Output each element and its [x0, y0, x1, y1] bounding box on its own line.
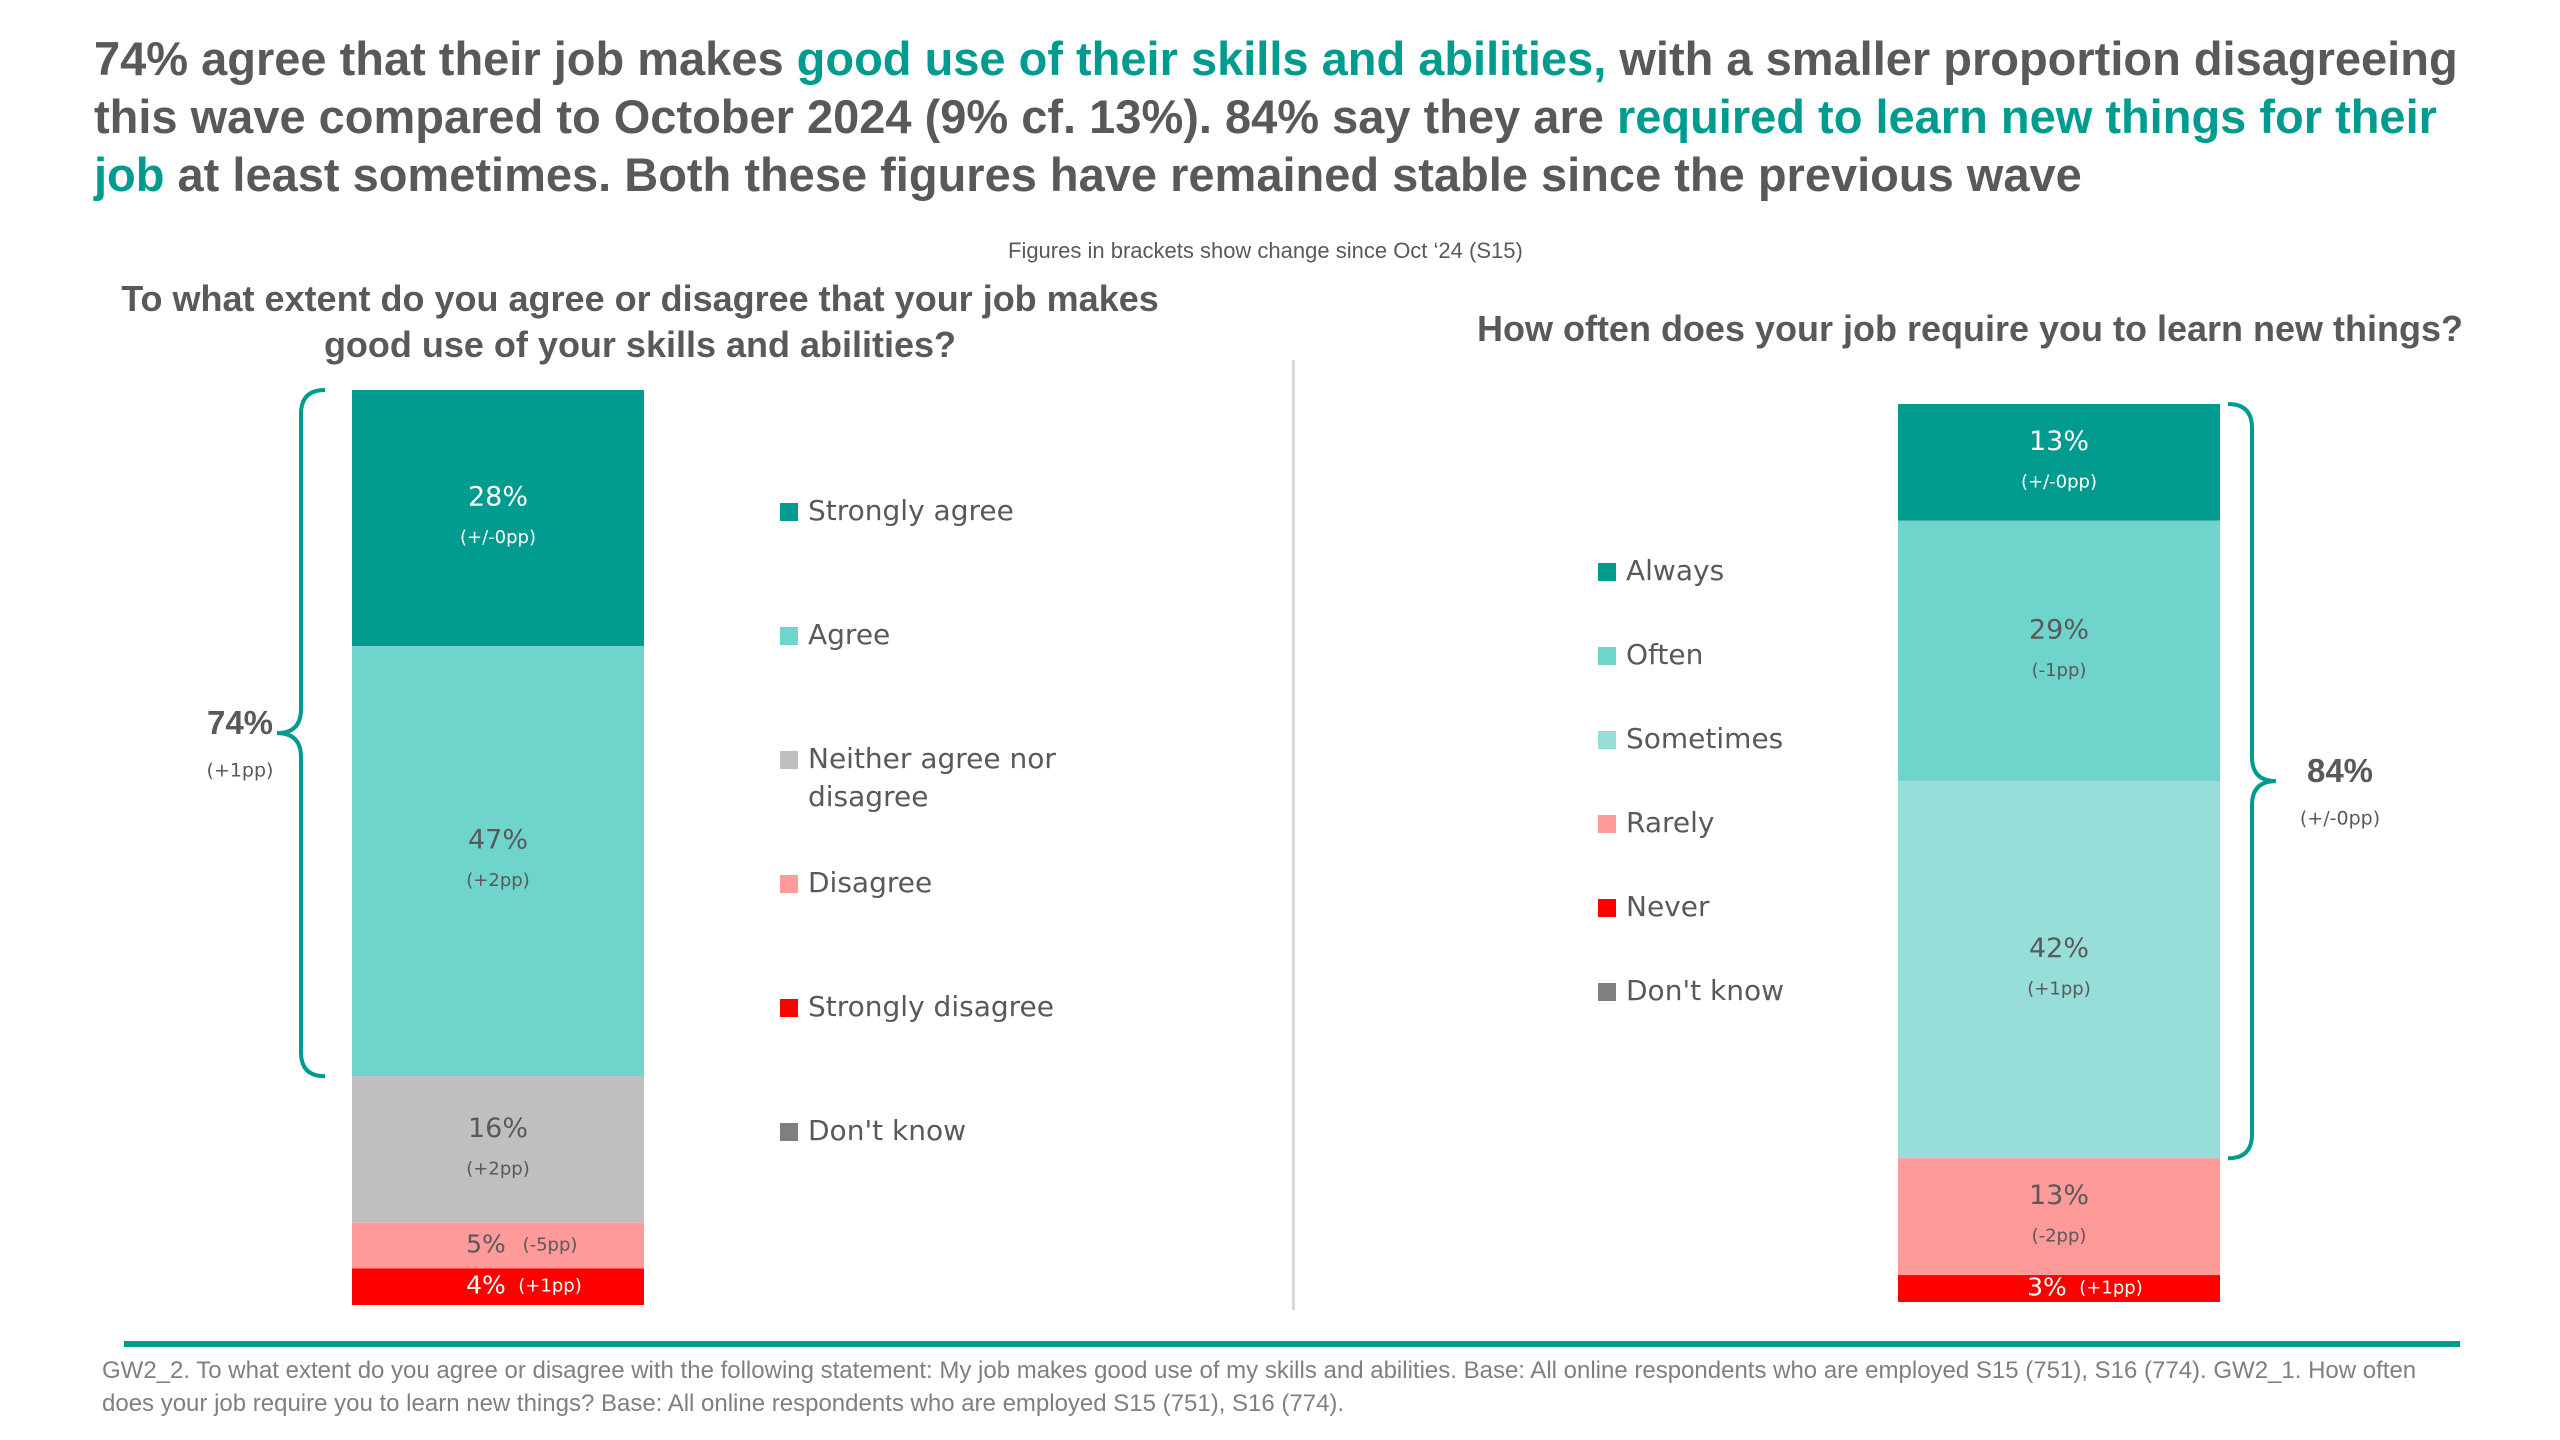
legend-label: Often	[1626, 638, 1703, 671]
legend-swatch	[1598, 563, 1616, 581]
legend-swatch	[780, 503, 798, 521]
right-chart-title: How often does your job require you to l…	[1476, 308, 2464, 349]
segment-change-label: (+1pp)	[518, 1276, 581, 1297]
legend-swatch	[780, 1123, 798, 1141]
legend-label: Neither agree nor	[808, 742, 1056, 775]
footnote: GW2_2. To what extent do you agree or di…	[102, 1357, 2417, 1417]
bar-segment-never	[1898, 1275, 2220, 1302]
bar-segment-strongly-agree	[352, 390, 644, 647]
legend-swatch	[1598, 815, 1616, 833]
bar-segment-always	[1898, 404, 2220, 521]
legend-swatch	[1598, 647, 1616, 665]
bracket-total-label: 74%	[207, 704, 273, 741]
segment-value-label: 29%	[2029, 614, 2089, 645]
segment-change-label: (+/-0pp)	[460, 527, 536, 548]
headline-text: with a smaller proportion disagreeing th…	[94, 32, 2458, 143]
bar-segment-agree	[352, 646, 644, 1077]
legend-label: Rarely	[1626, 806, 1714, 839]
bracket-change-label: (+1pp)	[207, 760, 274, 782]
legend-label: Always	[1626, 554, 1724, 587]
total-bracket	[276, 388, 326, 1079]
legend-label: disagree	[808, 780, 928, 813]
stacked-bar-charts: 28% (+/-0pp) 47% (+2pp) 16% (+2pp) 5% (-5pp) 4% (…	[207, 388, 2380, 1305]
bar-segment-often	[1898, 520, 2220, 782]
segment-change-label: (+2pp)	[466, 1158, 529, 1179]
legend-label: Never	[1626, 890, 1710, 923]
segment-value-label: 28%	[468, 482, 528, 513]
left-chart-title: To what extent do you agree or disagree …	[121, 278, 1159, 365]
legend-label: Disagree	[808, 866, 932, 899]
legend-swatch	[780, 751, 798, 769]
legend-label: Agree	[808, 618, 890, 651]
headline: 74% agree that their job makes good use …	[94, 30, 2494, 204]
legend-swatch	[1598, 899, 1616, 917]
segment-value-label: 16%	[468, 1113, 528, 1144]
legend-label: Sometimes	[1626, 722, 1783, 755]
legend-swatch	[780, 627, 798, 645]
bar-segment-strongly-disagree	[352, 1268, 644, 1305]
bracket-note: Figures in brackets show change since Oc…	[1008, 238, 1523, 263]
headline-text: 74% agree that their job makes	[94, 32, 797, 85]
headline-text: at least sometimes. Both these figures h…	[164, 148, 2082, 201]
segment-change-label: (-2pp)	[2032, 1226, 2087, 1247]
legend-swatch	[780, 875, 798, 893]
bar-segment-rarely	[1898, 1158, 2220, 1276]
bar-segment-sometimes	[1898, 781, 2220, 1159]
segment-change-label: (+1pp)	[2027, 979, 2090, 1000]
segment-value-label: 47%	[468, 825, 528, 856]
segment-value-label: 4%	[466, 1271, 506, 1300]
bar-segment-disagree	[352, 1222, 644, 1269]
segment-value-label: 42%	[2029, 933, 2089, 964]
segment-change-label: (+/-0pp)	[2021, 471, 2097, 492]
segment-change-label: (-1pp)	[2032, 660, 2087, 681]
legend-swatch	[780, 999, 798, 1017]
segment-value-label: 3%	[2027, 1273, 2067, 1302]
legend-label: Strongly agree	[808, 494, 1014, 527]
legend-label: Don't know	[1626, 974, 1784, 1007]
legend-label: Don't know	[808, 1114, 966, 1147]
bracket-change-label: (+/-0pp)	[2300, 808, 2380, 830]
segment-change-label: (+2pp)	[466, 870, 529, 891]
segment-change-label: (+1pp)	[2079, 1278, 2142, 1299]
legend-label: Strongly disagree	[808, 990, 1054, 1023]
legend-swatch	[1598, 983, 1616, 1001]
segment-value-label: 5%	[466, 1230, 506, 1259]
bar-segment-neither-agree-nor-disagree	[352, 1076, 644, 1223]
segment-value-label: 13%	[2029, 426, 2089, 457]
chart-divider	[1292, 360, 1295, 1310]
headline-highlight: good use of their skills and abilities,	[796, 32, 1607, 85]
legend-swatch	[1598, 731, 1616, 749]
headline-highlight: required to learn new things for their j…	[94, 90, 2437, 201]
segment-change-label: (-5pp)	[523, 1235, 578, 1256]
footer-rule	[124, 1341, 2460, 1347]
bracket-total-label: 84%	[2307, 752, 2373, 789]
total-bracket	[2227, 402, 2277, 1161]
segment-value-label: 13%	[2029, 1180, 2089, 1211]
